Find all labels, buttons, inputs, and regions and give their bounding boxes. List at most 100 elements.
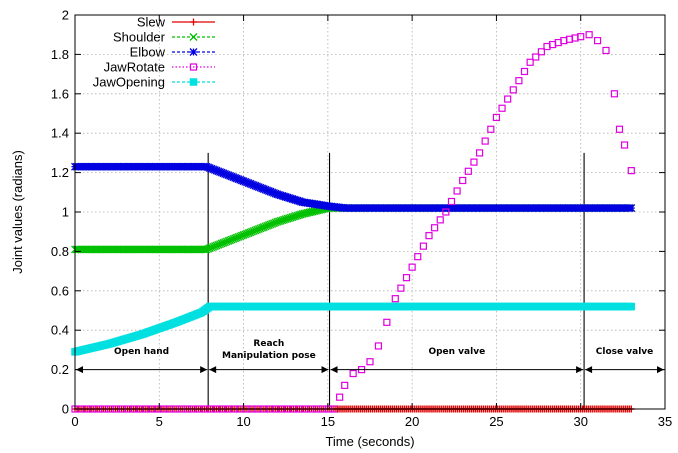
data-point	[207, 164, 216, 173]
phase-boundary-lines	[207, 152, 585, 409]
data-point	[269, 188, 278, 197]
data-point	[217, 168, 226, 177]
data-point	[436, 216, 444, 224]
data-point	[216, 167, 224, 176]
data-point	[442, 208, 450, 216]
x-tick-labels: 0 5 10 15 20 25 30 35	[71, 414, 672, 429]
data-point	[248, 180, 256, 189]
data-point	[210, 166, 219, 174]
data-point	[246, 179, 255, 188]
data-point	[459, 176, 467, 185]
data-point	[239, 177, 248, 186]
data-point	[402, 274, 411, 282]
data-point	[526, 58, 534, 66]
data-point	[258, 184, 267, 193]
data-point	[475, 149, 484, 157]
grid-lines	[75, 15, 665, 409]
data-point	[620, 141, 629, 149]
data-point	[231, 173, 240, 182]
legend-marker	[189, 33, 198, 41]
data-point	[336, 393, 344, 401]
data-point	[627, 204, 636, 213]
data-point	[391, 295, 399, 303]
phase-arrow	[330, 366, 584, 374]
y-tick-label: 1.6	[51, 86, 69, 101]
data-point	[261, 185, 270, 194]
legend-entry-slew: Slew	[137, 15, 215, 30]
data-point	[234, 175, 243, 184]
data-point	[515, 77, 523, 85]
data-point	[268, 188, 277, 197]
y-tick-label: 2	[62, 8, 69, 23]
phase-arrows	[76, 366, 664, 374]
data-point	[249, 181, 258, 190]
y-tick-label: 0.2	[51, 362, 69, 377]
data-point	[349, 369, 357, 378]
data-point	[204, 163, 213, 172]
data-point	[470, 158, 478, 166]
data-point	[256, 183, 265, 192]
phase-label: Manipulation pose	[222, 351, 316, 361]
phase-label: Open valve	[428, 347, 485, 357]
data-point	[520, 67, 529, 76]
data-point	[408, 263, 416, 271]
phase-arrow	[585, 366, 664, 374]
y-tick-label: 1.4	[51, 126, 69, 141]
data-point	[532, 53, 540, 61]
data-point	[537, 48, 545, 56]
axis-ticks	[74, 14, 666, 410]
y-tick-labels: 0 0.2 0.4 0.6 0.8 1 1.2 1.4 1.6 1.8 2	[51, 8, 69, 417]
arrow-head	[576, 366, 584, 374]
x-tick-label: 10	[236, 414, 250, 429]
data-point	[366, 358, 374, 366]
data-point	[374, 342, 383, 350]
phase-label: Reach	[253, 339, 284, 349]
data-point	[209, 165, 218, 174]
data-point	[212, 166, 221, 175]
data-point	[383, 318, 391, 326]
data-point	[481, 137, 489, 145]
arrow-head	[330, 366, 338, 374]
data-point	[236, 175, 245, 184]
legend-label: Shoulder	[113, 30, 166, 45]
arrow-head	[209, 366, 217, 374]
data-point	[414, 253, 422, 261]
legend-entry-shoulder: Shoulder	[113, 30, 215, 45]
data-point	[602, 46, 610, 55]
legend-marker	[189, 63, 198, 71]
data-point	[266, 187, 275, 196]
data-point	[627, 302, 636, 311]
data-point	[585, 31, 593, 39]
y-tick-label: 0.8	[51, 244, 69, 259]
legend-label: Slew	[137, 15, 166, 30]
x-tick-label: 5	[156, 414, 163, 429]
data-point	[504, 95, 512, 103]
y-axis-title: Joint values (radians)	[10, 150, 25, 274]
x-axis-title: Time (seconds)	[325, 434, 414, 449]
x-tick-label: 30	[573, 414, 587, 429]
phase-labels: Open hand Reach Manipulation pose Open valv…	[114, 339, 653, 361]
data-point	[202, 162, 211, 171]
data-point	[593, 37, 602, 45]
data-point	[509, 86, 517, 94]
data-point	[425, 232, 433, 240]
series-elbow	[71, 162, 636, 213]
data-point	[244, 179, 253, 188]
x-tick-label: 35	[658, 414, 672, 429]
arrow-head	[585, 366, 593, 374]
data-point	[464, 167, 472, 175]
data-point	[341, 381, 349, 389]
data-point	[219, 169, 228, 178]
data-point	[221, 169, 229, 178]
data-point	[264, 187, 273, 195]
legend-label: Elbow	[130, 45, 166, 60]
data-point	[254, 183, 263, 192]
phase-label: Open hand	[114, 347, 169, 357]
data-point	[453, 187, 461, 195]
data-point	[627, 167, 635, 175]
data-point	[498, 104, 506, 112]
legend-label: JawRotate	[104, 60, 165, 75]
data-point	[214, 167, 223, 176]
